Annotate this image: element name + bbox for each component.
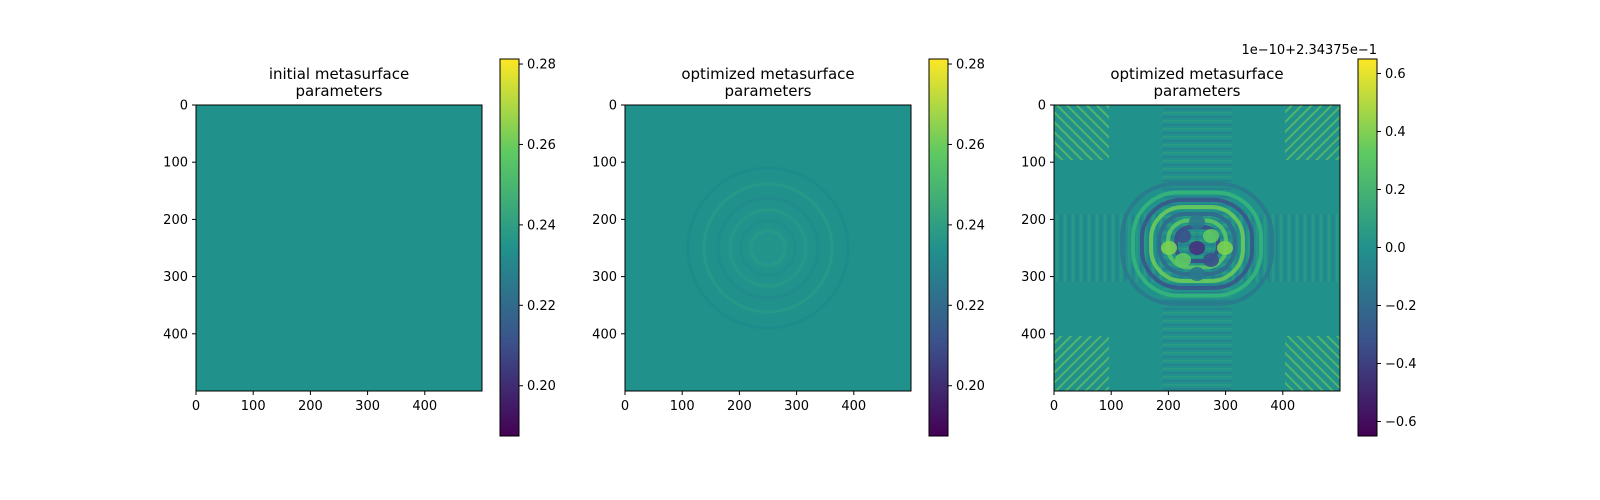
heatmap-panel-3: optimized metasurface parameters 0 100 200 30… [1021,43,1417,437]
y-tick-label: 300 [1021,270,1046,285]
y-tick-label: 300 [592,270,617,285]
axes-frame [195,104,483,392]
x-tick-label: 0 [621,399,629,414]
colorbar-tick-label: 0.4 [1385,125,1406,140]
colorbar-tick-label: 0.22 [527,299,556,314]
y-tick-label: 400 [163,327,188,342]
y-tick-label: 100 [592,156,617,171]
x-tick-label: 0 [192,399,200,414]
y-tick-label: 0 [180,99,188,114]
colorbar-tick-label: 0.20 [956,379,985,394]
x-tick-label: 200 [298,399,323,414]
x-tick-label: 200 [1156,399,1181,414]
colorbar-tick-label: 0.22 [956,299,985,314]
y-tick-label: 300 [163,270,188,285]
x-tick-label: 300 [1213,399,1238,414]
x-tick-label: 300 [784,399,809,414]
y-tick-label: 200 [592,213,617,228]
colorbar-tick-label: 0.28 [527,58,556,73]
y-tick-label: 0 [609,99,617,114]
y-tick-label: 100 [1021,156,1046,171]
colorbar-tick-label: 0.6 [1385,67,1406,82]
x-tick-label: 100 [1099,399,1124,414]
heatmap-panel-1: initial metasurface parameters 0 100 200 300 4… [163,58,556,437]
colorbar-tick-label: −0.4 [1385,357,1417,372]
colorbar-tick-label: 0.24 [956,218,985,233]
x-tick-label: 300 [355,399,380,414]
y-tick-label: 200 [163,213,188,228]
y-tick-label: 100 [163,156,188,171]
colorbar-tick-label: 0.26 [527,138,556,153]
x-tick-label: 200 [727,399,752,414]
colorbar-tick-label: 0.28 [956,58,985,73]
colorbar [499,58,520,437]
colorbar-tick-label: 0.0 [1385,241,1406,256]
panel-title: initial metasurface parameters [269,65,409,100]
colorbar-tick-label: −0.2 [1385,299,1417,314]
y-tick-label: 0 [1038,99,1046,114]
colorbar-tick-label: −0.6 [1385,415,1417,430]
colorbar [928,58,949,437]
ripple-pattern [1054,105,1340,391]
y-tick-label: 400 [592,327,617,342]
colorbar [1357,58,1378,437]
x-tick-label: 100 [670,399,695,414]
colorbar-tick-label: 0.2 [1385,183,1406,198]
heatmap-panel-2: optimized metasurface parameters 0 100 200 30… [592,58,985,437]
colorbar-tick-label: 0.26 [956,138,985,153]
x-tick-label: 400 [412,399,437,414]
panel-title: optimized metasurface parameters [681,65,854,100]
heatmap-image [196,105,482,391]
ripple-pattern [686,166,850,330]
x-tick-label: 400 [841,399,866,414]
x-tick-label: 400 [1270,399,1295,414]
colorbar-tick-label: 0.20 [527,379,556,394]
x-tick-label: 100 [241,399,266,414]
y-tick-label: 200 [1021,213,1046,228]
y-tick-label: 400 [1021,327,1046,342]
axes-frame [1053,104,1341,392]
axes-frame [624,104,912,392]
colorbar-tick-label: 0.24 [527,218,556,233]
panel-title: optimized metasurface parameters [1110,65,1283,100]
colorbar-offset-label: 1e−10+2.34375e−1 [1241,43,1377,58]
x-tick-label: 0 [1050,399,1058,414]
